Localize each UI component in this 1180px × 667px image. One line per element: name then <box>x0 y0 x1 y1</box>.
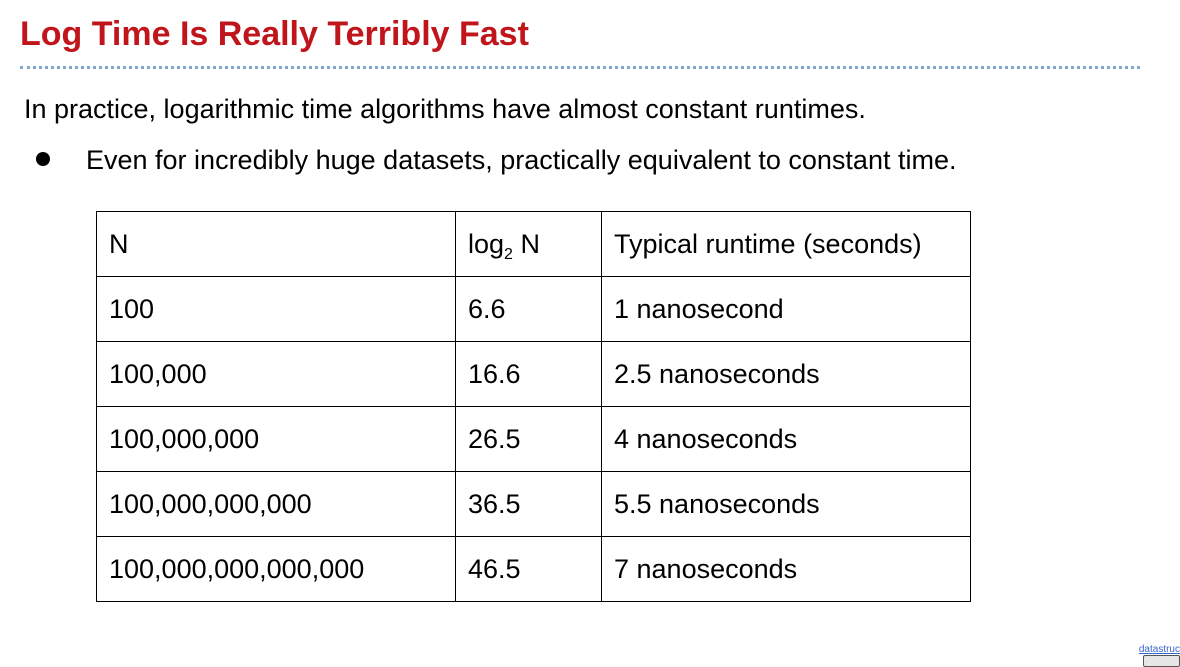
bullet-text: Even for incredibly huge datasets, pract… <box>86 145 957 175</box>
header-log-subscript: 2 <box>504 246 513 263</box>
cell-n: 100 <box>96 276 456 342</box>
cell-runtime: 4 nanoseconds <box>601 406 971 472</box>
creative-commons-icon <box>1143 655 1180 667</box>
cell-log2n: 6.6 <box>455 276 602 342</box>
table-row: 100,000 16.6 2.5 nanoseconds <box>96 341 971 407</box>
bullet-dot-icon <box>36 152 50 166</box>
table-header-row: N log2 N Typical runtime (seconds) <box>96 211 971 277</box>
intro-text: In practice, logarithmic time algorithms… <box>24 94 866 124</box>
cell-n: 100,000 <box>96 341 456 407</box>
cell-runtime: 2.5 nanoseconds <box>601 341 971 407</box>
bullet-item: Even for incredibly huge datasets, pract… <box>0 142 956 178</box>
bullet-list: Even for incredibly huge datasets, pract… <box>0 142 956 178</box>
cell-log2n: 46.5 <box>455 536 602 602</box>
cell-runtime: 5.5 nanoseconds <box>601 471 971 537</box>
table-row: 100,000,000,000 36.5 5.5 nanoseconds <box>96 471 971 537</box>
header-log2n: log2 N <box>455 211 602 277</box>
cell-log2n: 36.5 <box>455 471 602 537</box>
runtime-table: N log2 N Typical runtime (seconds) 100 6… <box>96 211 971 602</box>
cell-runtime: 7 nanoseconds <box>601 536 971 602</box>
header-log-base: log <box>468 229 505 259</box>
cell-log2n: 16.6 <box>455 341 602 407</box>
header-log-variable: N <box>520 229 540 259</box>
table-row: 100,000,000 26.5 4 nanoseconds <box>96 406 971 472</box>
cell-n: 100,000,000 <box>96 406 456 472</box>
datastructur-link[interactable]: datastruc <box>1138 644 1180 655</box>
header-runtime: Typical runtime (seconds) <box>601 211 971 277</box>
cell-runtime: 1 nanosecond <box>601 276 971 342</box>
cell-log2n: 26.5 <box>455 406 602 472</box>
table-row: 100 6.6 1 nanosecond <box>96 276 971 342</box>
slide-title: Log Time Is Really Terribly Fast <box>20 15 529 53</box>
cell-n: 100,000,000,000,000 <box>96 536 456 602</box>
cell-n: 100,000,000,000 <box>96 471 456 537</box>
title-divider <box>20 66 1140 69</box>
header-n: N <box>96 211 456 277</box>
table-row: 100,000,000,000,000 46.5 7 nanoseconds <box>96 536 971 602</box>
